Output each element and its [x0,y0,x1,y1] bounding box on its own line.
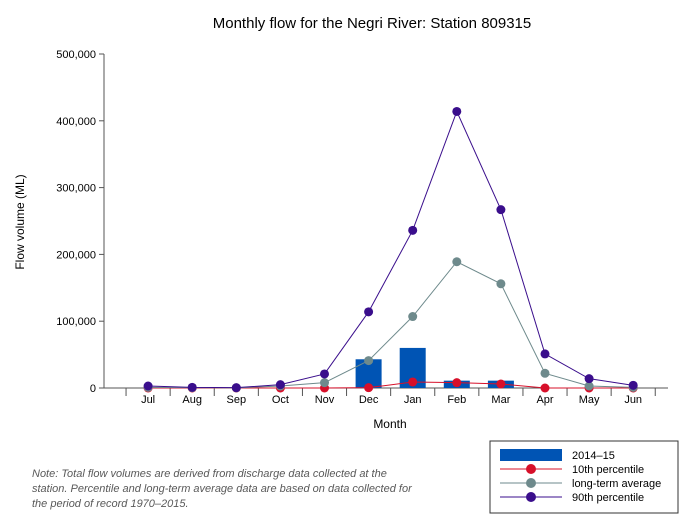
legend: 2014–15 10th percentile long-term average 9… [489,440,679,514]
data-point [540,368,550,378]
legend-swatch [500,449,562,461]
x-tick-label: Dec [359,394,379,406]
data-point [584,374,594,384]
series-line [148,110,634,389]
data-point [540,349,550,359]
x-tick-label: Sep [227,394,247,406]
data-point [320,378,329,388]
data-point [496,279,506,289]
data-point [364,383,374,393]
x-tick-label: Feb [447,394,466,406]
y-tick-label: 400,000 [56,116,96,128]
line-series [143,106,638,393]
legend-marker [526,492,536,502]
data-point [231,383,241,393]
data-point [187,382,197,392]
x-tick-label: May [579,394,600,406]
data-point [452,106,462,116]
data-point [275,380,285,390]
chart-title: Monthly flow for the Negri River: Statio… [213,15,532,32]
x-tick-label: Mar [491,394,510,406]
data-point [143,381,153,391]
x-tick-label: Jun [624,394,642,406]
y-tick-label: 500,000 [56,49,96,61]
x-tick-label: Aug [182,394,202,406]
x-tick-label: Jan [404,394,422,406]
legend-label: long-term average [572,478,661,490]
data-point [364,307,374,317]
data-point [452,378,462,388]
data-point [408,225,418,235]
y-axis-label: Flow volume (ML) [13,174,27,269]
data-point [320,369,329,379]
x-tick-label: Oct [272,394,289,406]
data-point [408,312,418,322]
data-point [628,380,638,390]
y-tick-label: 300,000 [56,183,96,195]
legend-label: 90th percentile [572,492,644,504]
footnote: Note: Total flow volumes are derived fro… [32,468,412,510]
data-point [496,205,506,215]
x-tick-label: Apr [536,394,553,406]
x-tick-label: Jul [141,394,155,406]
data-point [540,383,550,393]
series-line [148,261,634,389]
y-tick-label: 0 [90,383,96,395]
x-axis-label: Month [373,417,406,431]
data-point [408,377,418,387]
data-point [496,379,506,389]
legend-label: 10th percentile [572,464,644,476]
data-point [364,356,374,366]
legend-label: 2014–15 [572,450,615,462]
y-tick-label: 200,000 [56,249,96,261]
y-tick-label: 100,000 [56,316,96,328]
legend-marker [526,464,536,474]
x-tick-label: Nov [315,394,335,406]
data-point [452,257,462,267]
legend-marker [526,478,536,488]
data-point [584,381,594,391]
axes: 0 100,000 200,000 300,000 400,000 500,000 Jul A… [56,49,668,406]
